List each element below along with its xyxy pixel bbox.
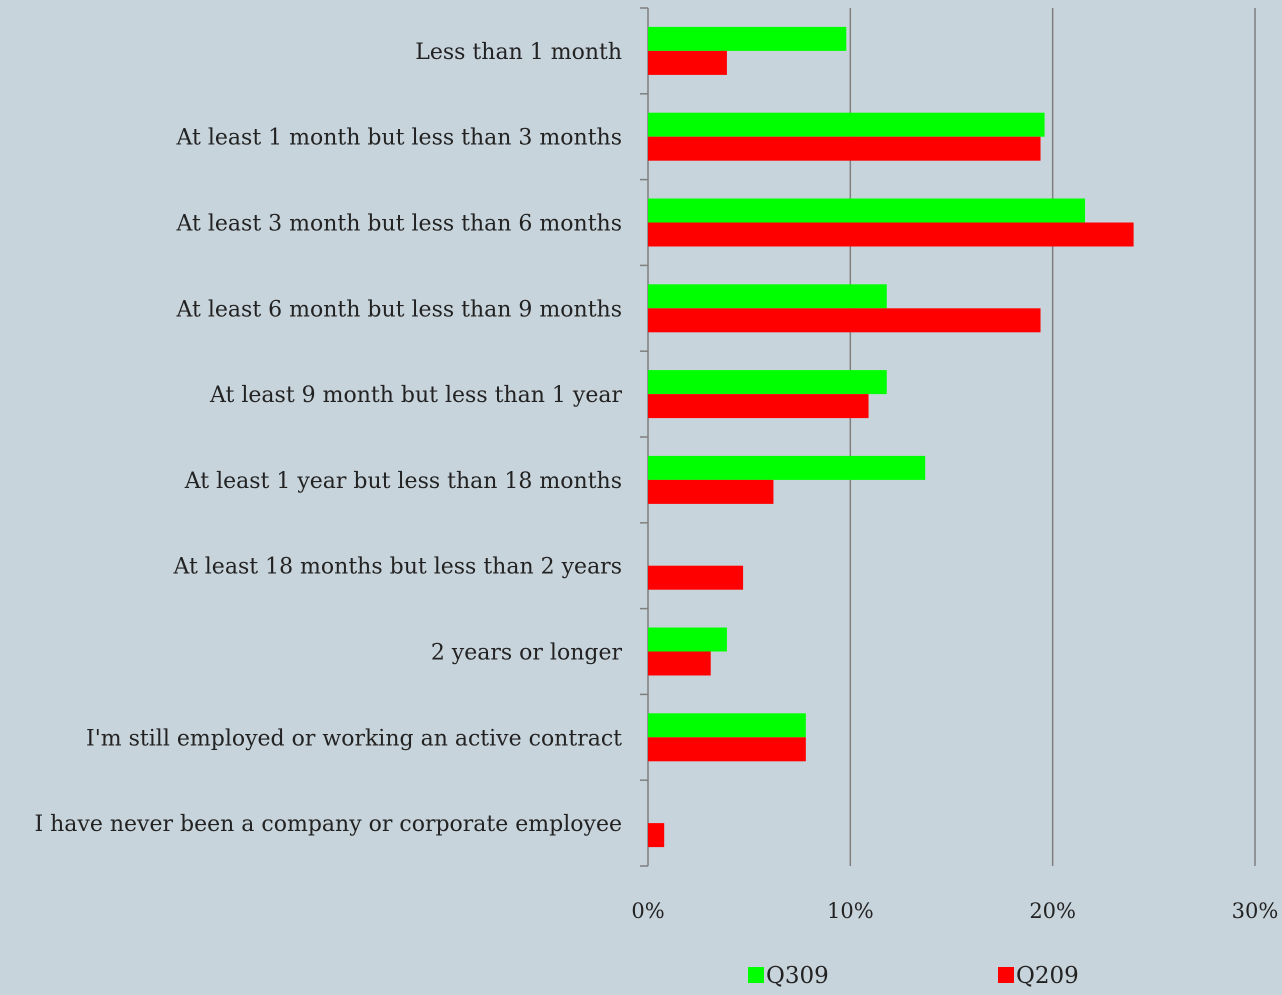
bar-q209 bbox=[648, 565, 744, 590]
legend-swatch-q209 bbox=[998, 967, 1014, 983]
bar-q209 bbox=[648, 222, 1134, 247]
x-tick-label: 30% bbox=[1232, 899, 1279, 923]
x-tick-label: 20% bbox=[1029, 899, 1076, 923]
category-label: 2 years or longer bbox=[431, 641, 623, 666]
category-label: Less than 1 month bbox=[415, 40, 622, 65]
legend-swatch-q309 bbox=[748, 967, 764, 983]
bar-q309 bbox=[648, 112, 1045, 137]
bar-q309 bbox=[648, 26, 847, 51]
category-label: At least 3 month but less than 6 months bbox=[176, 212, 622, 237]
category-label: I have never been a company or corporate… bbox=[34, 812, 622, 837]
bar-q209 bbox=[648, 479, 774, 504]
bar-q209 bbox=[648, 308, 1041, 333]
bar-q209 bbox=[648, 136, 1041, 161]
bar-q309 bbox=[648, 627, 727, 652]
category-label: At least 1 month but less than 3 months bbox=[176, 126, 622, 151]
bar-q309 bbox=[648, 284, 887, 309]
category-label: At least 9 month but less than 1 year bbox=[209, 383, 622, 408]
legend-label: Q209 bbox=[1016, 963, 1079, 989]
x-tick-label: 0% bbox=[631, 899, 664, 923]
bar-q209 bbox=[648, 823, 665, 848]
bar-q309 bbox=[648, 713, 806, 738]
category-label: At least 1 year but less than 18 months bbox=[184, 469, 622, 494]
category-label: At least 6 month but less than 9 months bbox=[176, 297, 622, 322]
category-label: I'm still employed or working an active … bbox=[86, 726, 622, 751]
bar-q209 bbox=[648, 737, 806, 762]
bar-q209 bbox=[648, 651, 711, 676]
x-tick-label: 10% bbox=[827, 899, 874, 923]
category-label: At least 18 months but less than 2 years bbox=[172, 555, 622, 580]
legend-label: Q309 bbox=[766, 963, 829, 989]
bar-q209 bbox=[648, 50, 727, 75]
bar-q309 bbox=[648, 198, 1086, 223]
bar-q309 bbox=[648, 455, 926, 480]
bar-q309 bbox=[648, 370, 887, 395]
bar-q209 bbox=[648, 394, 869, 419]
